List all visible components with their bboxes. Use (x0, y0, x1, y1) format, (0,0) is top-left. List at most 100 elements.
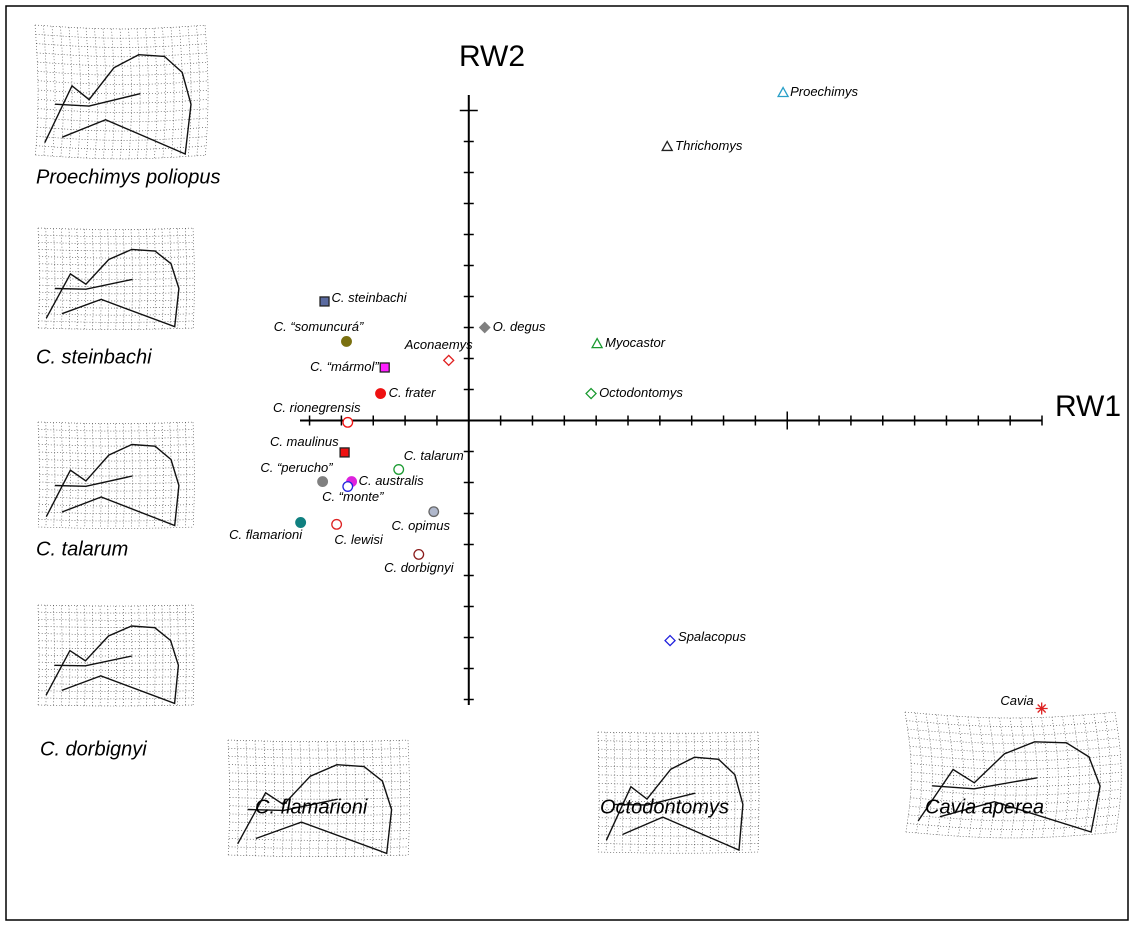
panel-label: Proechimys poliopus (36, 166, 221, 188)
grid-line (102, 28, 107, 159)
grid-line (38, 327, 194, 330)
grid-line (37, 99, 209, 104)
grid-line (130, 423, 133, 529)
grid-line (906, 720, 1117, 727)
panel-label: C. steinbachi (36, 346, 152, 368)
outline (247, 798, 338, 812)
grid-line (38, 234, 194, 237)
grid-line (39, 474, 195, 477)
outline (932, 777, 1038, 790)
grid-line (34, 24, 39, 156)
grid-line (39, 489, 195, 492)
grid-line (38, 619, 194, 621)
grid-line (605, 732, 608, 853)
grid-line (85, 28, 90, 159)
grid-line (229, 797, 410, 800)
point-label: Cavia (1000, 693, 1033, 708)
grid-line (38, 504, 195, 507)
grid-line (613, 732, 616, 853)
grid-line (629, 732, 632, 853)
grid-line (35, 154, 206, 160)
grid-line (904, 711, 1116, 719)
grid-line (99, 423, 102, 529)
grid-line (170, 27, 175, 158)
outline (54, 278, 133, 290)
grid-line (228, 854, 409, 857)
grid-line (38, 519, 194, 522)
grid-line (908, 737, 1119, 744)
grid-line (39, 256, 195, 259)
point-label: C. “mármol” (310, 359, 379, 374)
panel-label: C. talarum (36, 538, 128, 560)
grid-line (36, 43, 207, 48)
deformation-grid (37, 421, 195, 529)
grid-line (909, 806, 1120, 813)
grid-line (38, 526, 194, 529)
x-axis-label: RW1 (1055, 390, 1121, 423)
point-label: C. talarum (404, 448, 464, 463)
grid-line (128, 28, 132, 159)
grid-line (1104, 713, 1112, 834)
grid-line (68, 27, 73, 158)
grid-line (38, 436, 194, 439)
grid-line (37, 126, 208, 132)
y-axis-label: RW2 (459, 40, 525, 73)
grid-line (51, 26, 56, 157)
grid-line (38, 647, 194, 650)
panel-label: Octodontomys (600, 796, 729, 818)
grid-line (192, 422, 195, 528)
grid-line (154, 423, 156, 529)
grid-line (907, 823, 1118, 830)
grid-line (733, 732, 736, 853)
point (661, 140, 674, 152)
grid-line (37, 421, 40, 528)
grid-line (227, 739, 409, 742)
grid-line (76, 423, 79, 529)
outline (614, 792, 696, 806)
grid-line (38, 654, 194, 657)
point-label: C. australis (359, 473, 425, 488)
point (591, 337, 604, 349)
grid-line (39, 481, 195, 484)
grid-line (107, 423, 110, 529)
point (379, 362, 390, 373)
grid-line (185, 422, 187, 528)
grid-line (701, 733, 704, 854)
frame (5, 5, 1129, 921)
grid-line (38, 320, 194, 323)
grid-line (111, 28, 115, 159)
grid-line (229, 772, 410, 775)
panel-label: Cavia aperea (925, 796, 1044, 818)
point-label: C. maulinus (270, 434, 339, 449)
outline (54, 655, 133, 667)
grid-line (229, 789, 410, 792)
point-label: C. flamarioni (229, 527, 303, 542)
point (341, 336, 352, 347)
panel-label: C. flamarioni (255, 796, 368, 818)
outline (44, 53, 192, 156)
grid-line (39, 466, 195, 469)
deformation-grid (597, 731, 760, 854)
grid-line (38, 89, 209, 95)
grid-line (38, 661, 194, 664)
grid-line (725, 732, 728, 853)
grid-line (45, 422, 48, 528)
grid-line (39, 496, 195, 499)
point (393, 464, 405, 475)
grid-line (39, 277, 195, 280)
outline (45, 443, 180, 527)
grid-line (38, 676, 194, 678)
grid-line (145, 28, 149, 159)
grid-line (228, 846, 409, 849)
point (585, 387, 597, 400)
deformation-grid (34, 24, 209, 160)
point (342, 416, 354, 428)
outline (54, 475, 133, 488)
grid-line (38, 511, 194, 514)
point (342, 481, 354, 492)
point-label: C. frater (389, 385, 437, 400)
grid-line (749, 732, 752, 853)
grid-line (84, 423, 87, 529)
grid-line (229, 813, 410, 817)
grid-line (1041, 717, 1049, 838)
